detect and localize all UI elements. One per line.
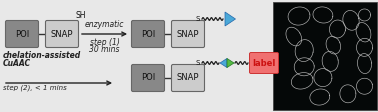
Polygon shape	[225, 12, 235, 26]
FancyBboxPatch shape	[249, 53, 279, 73]
Text: SNAP: SNAP	[51, 29, 73, 39]
FancyBboxPatch shape	[6, 20, 39, 47]
Polygon shape	[220, 58, 227, 68]
Text: label: label	[252, 58, 276, 68]
Text: enzymatic: enzymatic	[85, 20, 124, 29]
FancyBboxPatch shape	[172, 65, 204, 92]
FancyBboxPatch shape	[132, 65, 164, 92]
Text: SNAP: SNAP	[177, 29, 199, 39]
Text: step (1): step (1)	[90, 38, 119, 47]
Text: 30 mins: 30 mins	[89, 45, 120, 54]
Text: SNAP: SNAP	[177, 73, 199, 83]
Text: POI: POI	[141, 29, 155, 39]
Text: chelation-assisted: chelation-assisted	[3, 51, 81, 60]
Polygon shape	[227, 58, 234, 68]
Text: SH: SH	[75, 11, 85, 20]
FancyBboxPatch shape	[172, 20, 204, 47]
FancyBboxPatch shape	[45, 20, 79, 47]
Text: S: S	[196, 16, 200, 22]
Text: S: S	[196, 60, 200, 66]
Text: step (2), < 1 mins: step (2), < 1 mins	[3, 84, 67, 91]
Text: POI: POI	[141, 73, 155, 83]
Bar	[273, 2, 377, 110]
FancyBboxPatch shape	[132, 20, 164, 47]
Text: POI: POI	[15, 29, 29, 39]
Text: CuAAC: CuAAC	[3, 59, 31, 68]
